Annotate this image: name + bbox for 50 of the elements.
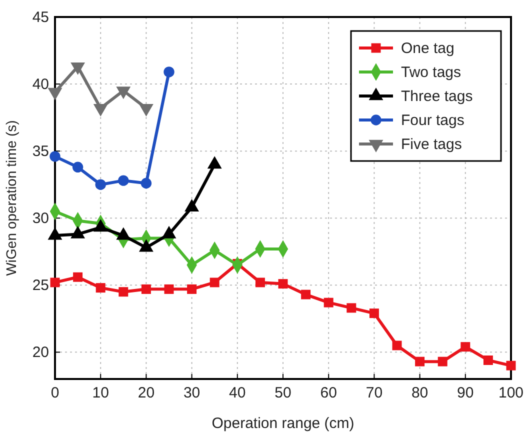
point xyxy=(187,284,197,294)
point xyxy=(301,290,311,300)
y-tick-label: 25 xyxy=(32,276,49,294)
point xyxy=(72,162,84,173)
point xyxy=(50,278,60,288)
x-tick-label: 20 xyxy=(138,384,155,402)
point xyxy=(50,151,60,162)
legend-label: Three tags xyxy=(401,88,473,105)
point xyxy=(506,360,516,370)
legend-label: One tag xyxy=(401,40,454,57)
point xyxy=(460,342,470,352)
point xyxy=(118,175,129,186)
point xyxy=(140,178,152,189)
point xyxy=(164,66,174,78)
point xyxy=(392,340,402,350)
y-tick-label: 45 xyxy=(32,8,49,26)
x-tick-label: 30 xyxy=(183,384,200,402)
x-tick-label: 100 xyxy=(498,384,524,402)
point xyxy=(73,272,83,282)
x-axis-title: Operation range (cm) xyxy=(212,415,354,432)
x-tick-label: 50 xyxy=(274,384,292,402)
x-tick-label: 40 xyxy=(229,384,246,402)
y-tick-label: 20 xyxy=(32,344,49,361)
point xyxy=(141,284,151,294)
y-tick-label: 35 xyxy=(32,142,49,160)
point xyxy=(255,278,265,288)
legend-label: Five tags xyxy=(401,136,462,153)
point xyxy=(415,356,425,366)
y-tick-label: 30 xyxy=(32,210,49,227)
legend-label: Two tags xyxy=(401,64,462,81)
y-tick-label: 40 xyxy=(32,76,49,93)
point xyxy=(369,308,379,318)
legend-label: Four tags xyxy=(401,112,464,129)
point xyxy=(96,283,106,293)
x-tick-label: 60 xyxy=(320,384,337,402)
point xyxy=(278,279,288,289)
x-tick-label: 90 xyxy=(457,384,474,402)
point xyxy=(483,355,493,365)
point xyxy=(210,278,220,288)
point xyxy=(346,303,356,313)
point xyxy=(324,298,334,308)
x-tick-label: 70 xyxy=(366,384,383,402)
x-tick-label: 10 xyxy=(92,384,109,402)
point xyxy=(95,179,106,190)
x-tick-label: 0 xyxy=(50,384,60,402)
y-axis-title: WiGen operation time (s) xyxy=(3,120,19,276)
point xyxy=(438,356,448,366)
x-tick-label: 80 xyxy=(411,384,428,402)
point xyxy=(118,287,128,297)
point xyxy=(164,284,174,294)
